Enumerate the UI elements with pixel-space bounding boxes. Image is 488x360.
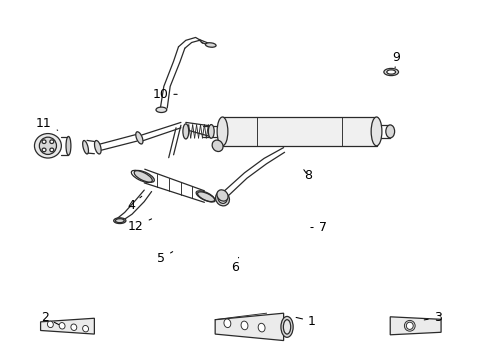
Ellipse shape [47, 321, 53, 328]
Ellipse shape [241, 321, 247, 330]
Ellipse shape [208, 125, 214, 138]
Ellipse shape [94, 140, 101, 154]
Ellipse shape [258, 323, 264, 332]
Ellipse shape [136, 132, 142, 144]
Ellipse shape [218, 194, 226, 203]
Text: 10: 10 [152, 88, 177, 101]
Ellipse shape [42, 140, 46, 144]
Ellipse shape [385, 125, 394, 138]
Ellipse shape [39, 137, 57, 154]
Ellipse shape [404, 320, 414, 331]
Ellipse shape [34, 134, 61, 158]
Ellipse shape [134, 171, 154, 182]
Ellipse shape [196, 191, 214, 202]
Text: 12: 12 [128, 219, 151, 233]
Ellipse shape [212, 140, 223, 152]
Ellipse shape [59, 323, 65, 329]
Polygon shape [389, 317, 440, 335]
Ellipse shape [283, 320, 290, 334]
Ellipse shape [280, 316, 292, 337]
Text: 7: 7 [310, 221, 326, 234]
Ellipse shape [370, 117, 381, 146]
Ellipse shape [82, 325, 88, 332]
Text: 4: 4 [127, 196, 142, 212]
Text: 5: 5 [157, 252, 172, 265]
Ellipse shape [406, 322, 412, 329]
Ellipse shape [386, 70, 395, 74]
Ellipse shape [217, 117, 227, 146]
Polygon shape [215, 313, 283, 341]
Text: 6: 6 [230, 257, 238, 274]
Text: 3: 3 [424, 311, 441, 324]
Ellipse shape [71, 324, 77, 330]
Ellipse shape [66, 136, 71, 155]
Ellipse shape [205, 43, 216, 47]
Text: 2: 2 [41, 311, 59, 324]
Ellipse shape [183, 124, 188, 139]
Ellipse shape [215, 192, 229, 206]
Polygon shape [41, 318, 94, 334]
Ellipse shape [82, 140, 88, 154]
Ellipse shape [156, 107, 166, 112]
Text: 8: 8 [303, 169, 311, 182]
Ellipse shape [383, 68, 398, 76]
Ellipse shape [50, 140, 54, 144]
Ellipse shape [224, 319, 230, 328]
Ellipse shape [50, 148, 54, 152]
Text: 9: 9 [391, 51, 399, 68]
Text: 11: 11 [36, 117, 58, 130]
Ellipse shape [42, 148, 46, 152]
Ellipse shape [113, 218, 125, 224]
Text: 1: 1 [296, 315, 315, 328]
Polygon shape [222, 117, 376, 146]
Ellipse shape [217, 190, 227, 201]
